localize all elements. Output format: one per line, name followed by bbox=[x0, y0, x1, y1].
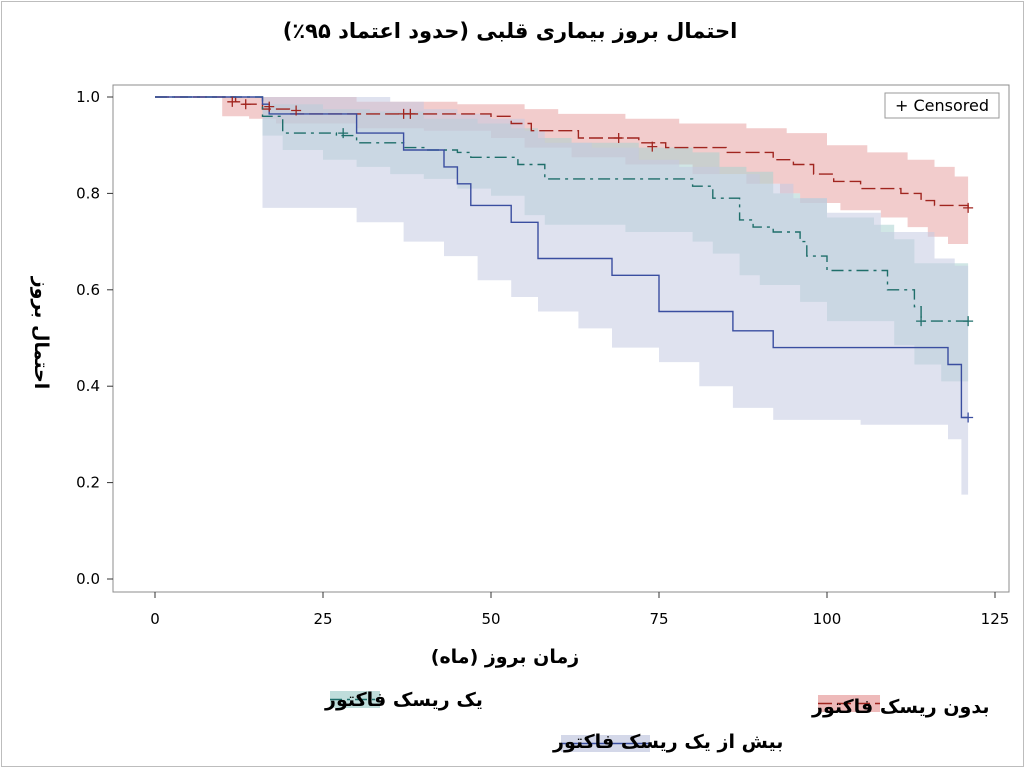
censor-mark bbox=[227, 96, 238, 107]
y-tick-label: 0.4 bbox=[76, 377, 100, 395]
y-tick-label: 0.0 bbox=[76, 570, 100, 588]
y-tick-label: 0.2 bbox=[76, 474, 100, 492]
censor-mark bbox=[405, 108, 416, 119]
plot-area: 0 25 50 75 100 125 0.0 0.2 0.4 0.6 0.8 1.0 bbox=[76, 84, 1010, 628]
legend-item-1: بدون ریسک فاکتور bbox=[811, 695, 989, 718]
x-tick-label: 50 bbox=[481, 610, 500, 628]
x-axis-label: زمان بروز (ماه) bbox=[431, 646, 579, 668]
y-tick-label: 1.0 bbox=[76, 88, 100, 106]
y-tick-label: 0.6 bbox=[76, 281, 100, 299]
x-tick-label: 75 bbox=[649, 610, 668, 628]
legend-item-3: بیش از یک ریسک فاکتور bbox=[552, 731, 783, 753]
x-tick-label: 100 bbox=[813, 610, 842, 628]
plot-border bbox=[112, 84, 1010, 593]
censor-mark bbox=[240, 99, 251, 110]
censor-mark bbox=[291, 105, 302, 116]
legend-label: بدون ریسک فاکتور bbox=[811, 696, 989, 718]
censor-mark bbox=[338, 128, 349, 139]
censor-mark bbox=[647, 141, 658, 152]
censor-mark bbox=[963, 202, 974, 213]
y-tick-label: 0.8 bbox=[76, 184, 100, 202]
x-tick-label: 0 bbox=[150, 610, 160, 628]
censor-mark bbox=[963, 316, 974, 327]
censored-legend-box bbox=[884, 92, 1000, 119]
confidence-band-1 bbox=[155, 97, 969, 247]
survival-line-2 bbox=[155, 96, 969, 322]
survival-line-1 bbox=[155, 96, 969, 208]
confidence-band-3 bbox=[155, 97, 969, 498]
legend-label: بیش از یک ریسک فاکتور bbox=[552, 731, 783, 753]
censor-mark bbox=[613, 132, 624, 143]
censor-mark bbox=[264, 101, 275, 112]
legend-label: یک ریسک فاکتور bbox=[324, 689, 483, 711]
x-tick-label: 25 bbox=[313, 610, 332, 628]
survival-line-3 bbox=[155, 96, 969, 419]
censored-legend: + Censored bbox=[884, 92, 1000, 119]
censor-mark bbox=[916, 316, 927, 327]
y-axis-label: احتمال بروز bbox=[30, 276, 52, 390]
chart-title: احتمال بروز بیماری قلبی (حدود اعتماد ۹۵٪… bbox=[283, 19, 738, 43]
legend-item-2: یک ریسک فاکتور bbox=[324, 689, 483, 711]
censored-legend-label: + Censored bbox=[895, 96, 989, 115]
legend: بدون ریسک فاکتور یک ریسک فاکتور بیش از یک … bbox=[324, 689, 989, 753]
censor-mark bbox=[963, 412, 974, 423]
x-tick-label: 125 bbox=[981, 610, 1010, 628]
